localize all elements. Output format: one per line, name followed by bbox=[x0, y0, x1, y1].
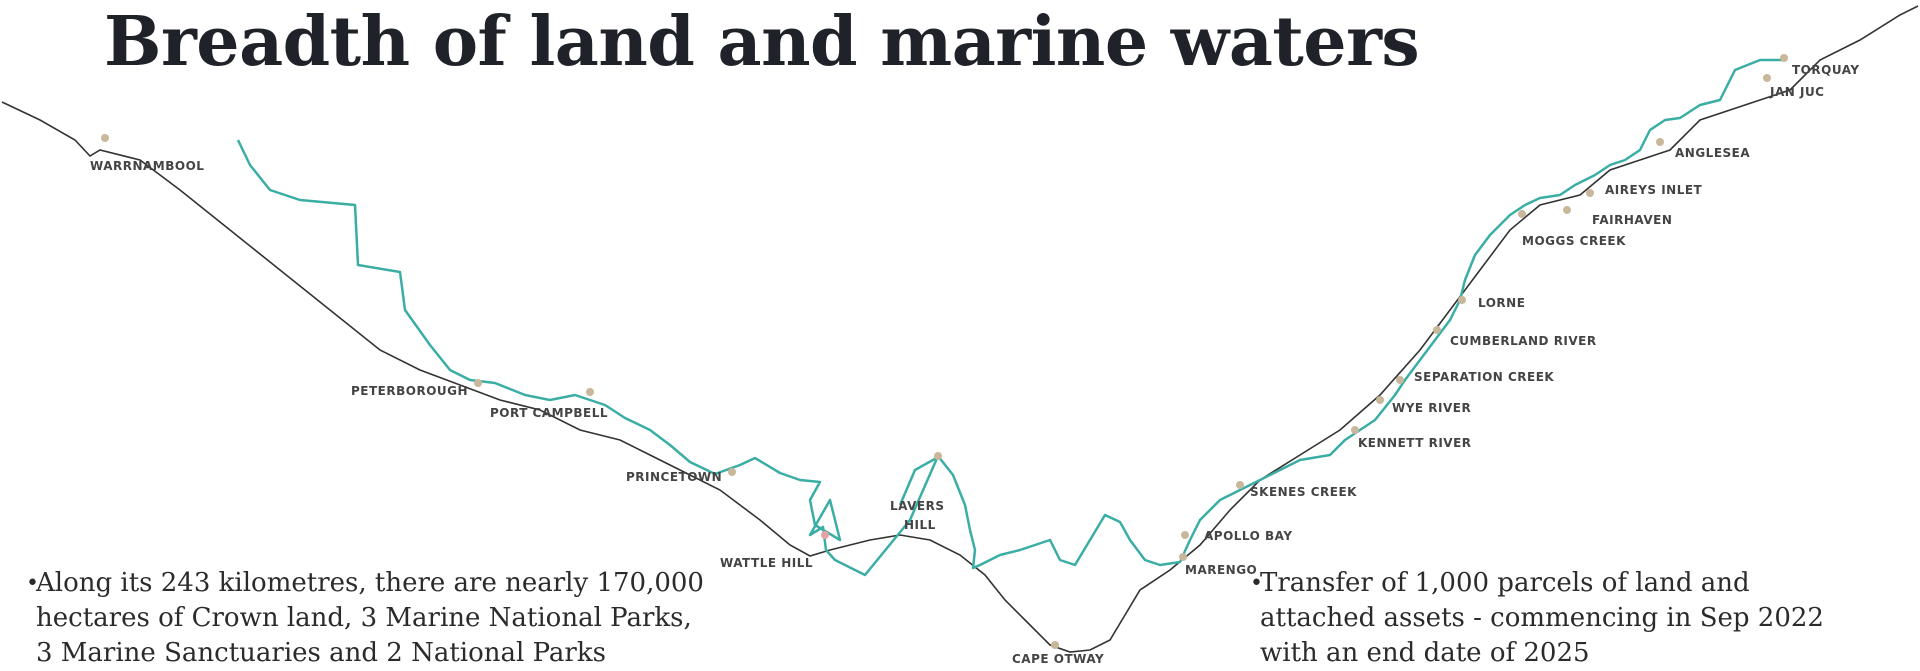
slide-title: Breadth of land and marine waters bbox=[104, 2, 1420, 82]
label-wattle-hill: WATTLE HILL bbox=[720, 556, 813, 570]
marker-moggs-creek bbox=[1518, 210, 1526, 218]
marker-peterborough bbox=[474, 379, 482, 387]
label-cape-otway: CAPE OTWAY bbox=[1012, 652, 1104, 666]
marker-princetown bbox=[728, 468, 736, 476]
label-marengo: MARENGO bbox=[1185, 563, 1257, 577]
town-markers bbox=[101, 54, 1788, 649]
marker-apollo-bay bbox=[1181, 531, 1189, 539]
label-lorne: LORNE bbox=[1478, 296, 1525, 310]
label-princetown: PRINCETOWN bbox=[626, 470, 722, 484]
marker-anglesea bbox=[1656, 138, 1664, 146]
marker-lorne bbox=[1458, 296, 1466, 304]
bullet-marker: • bbox=[26, 571, 39, 596]
marker-cumberland-river bbox=[1433, 326, 1441, 334]
place-labels: WARRNAMBOOL PETERBOROUGH PORT CAMPBELL P… bbox=[90, 63, 1860, 666]
marker-port-campbell bbox=[586, 388, 594, 396]
label-warrnambool: WARRNAMBOOL bbox=[90, 159, 204, 173]
road-path bbox=[236, 58, 1785, 577]
marker-lavers-hill bbox=[934, 452, 942, 460]
label-cumberland-river: CUMBERLAND RIVER bbox=[1450, 334, 1597, 348]
label-apollo-bay: APOLLO BAY bbox=[1204, 529, 1293, 543]
bullet-land-transfer: • Transfer of 1,000 parcels of land and … bbox=[1224, 566, 1864, 671]
marker-warrnambool bbox=[101, 134, 109, 142]
label-lavers-hill-2: HILL bbox=[904, 518, 936, 532]
marker-kennett-river bbox=[1351, 426, 1359, 434]
label-skenes-creek: SKENES CREEK bbox=[1250, 485, 1357, 499]
bullet-crown-land: • Along its 243 kilometres, there are ne… bbox=[0, 566, 740, 671]
marker-wattle-hill bbox=[821, 531, 829, 539]
label-port-campbell: PORT CAMPBELL bbox=[490, 406, 608, 420]
marker-marengo bbox=[1179, 553, 1187, 561]
label-kennett-river: KENNETT RIVER bbox=[1358, 436, 1472, 450]
road-spur-path bbox=[898, 454, 941, 506]
label-peterborough: PETERBOROUGH bbox=[351, 384, 468, 398]
label-fairhaven: FAIRHAVEN bbox=[1592, 213, 1672, 227]
marker-wye-river bbox=[1376, 396, 1384, 404]
marker-skenes-creek bbox=[1236, 481, 1244, 489]
label-torquay: TORQUAY bbox=[1792, 63, 1860, 77]
marker-fairhaven bbox=[1563, 206, 1571, 214]
marker-torquay bbox=[1780, 54, 1788, 62]
coastline-path bbox=[1, 5, 1919, 653]
label-wye-river: WYE RIVER bbox=[1392, 401, 1471, 415]
label-aireys-inlet: AIREYS INLET bbox=[1605, 183, 1703, 197]
marker-cape-otway bbox=[1051, 641, 1059, 649]
label-separation-creek: SEPARATION CREEK bbox=[1414, 370, 1554, 384]
marker-aireys-inlet bbox=[1586, 189, 1594, 197]
bullet-text-crown-land: Along its 243 kilometres, there are near… bbox=[36, 568, 704, 668]
bullet-text-land-transfer: Transfer of 1,000 parcels of land and at… bbox=[1260, 568, 1824, 668]
label-jan-juc: JAN JUC bbox=[1769, 85, 1825, 99]
label-moggs-creek: MOGGS CREEK bbox=[1522, 234, 1626, 248]
bullet-marker: • bbox=[1250, 571, 1263, 596]
label-anglesea: ANGLESEA bbox=[1675, 146, 1750, 160]
marker-separation-creek bbox=[1396, 376, 1404, 384]
label-lavers-hill-1: LAVERS bbox=[890, 499, 945, 513]
marker-jan-juc bbox=[1763, 74, 1771, 82]
